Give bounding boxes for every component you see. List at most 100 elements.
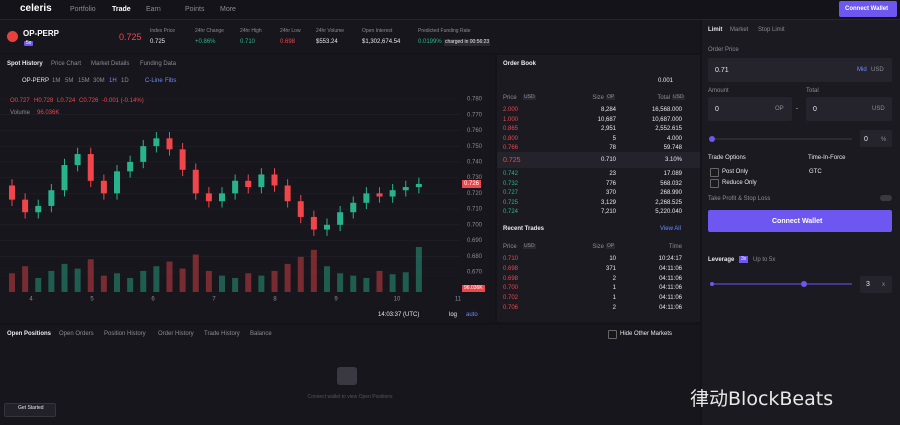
checkbox[interactable] [710, 168, 719, 177]
cell: 5 [612, 135, 616, 142]
ohlc: O0.727 [10, 98, 30, 104]
cell: 2 [612, 305, 616, 311]
column-header: Size [592, 95, 604, 101]
percent-input[interactable] [860, 130, 892, 147]
candle-body [114, 171, 120, 194]
scale-option[interactable]: auto [466, 312, 478, 318]
market-price: 0.725 [119, 32, 142, 42]
scale-option[interactable]: log [449, 312, 458, 318]
connect-wallet[interactable]: Connect Wallet [772, 218, 823, 225]
cell: 10,687 [597, 116, 616, 123]
interval[interactable]: 30M [93, 78, 105, 84]
checkbox[interactable] [608, 330, 617, 339]
volume-bar [153, 266, 160, 292]
spread: 0.710 [600, 157, 616, 163]
volume-bar [297, 256, 304, 292]
leverage-input[interactable] [860, 276, 892, 293]
order-tab[interactable]: Limit [708, 27, 723, 33]
section-title: Recent Trades [503, 226, 545, 232]
cell: 0.725 [503, 199, 519, 206]
candle-body [35, 205, 42, 213]
volume-bar [415, 247, 422, 292]
option[interactable]: Post Only [722, 169, 749, 175]
checkbox[interactable] [710, 179, 719, 188]
ohlc: C0.726 [79, 98, 99, 104]
connect-wallet-button[interactable] [708, 210, 892, 232]
cell: 2,552.615 [655, 126, 682, 133]
order-tab[interactable]: Market [730, 27, 749, 33]
tpsl-label: Take Profit & Stop Loss [708, 196, 771, 202]
cell: 3,129 [600, 199, 616, 206]
chart-tab[interactable]: Price Chart [51, 61, 82, 67]
option[interactable]: Reduce Only [722, 180, 757, 186]
step-select[interactable]: 0.001 [658, 78, 674, 84]
chart-tab[interactable]: Market Details [91, 61, 130, 67]
column-unit: OP [606, 94, 616, 100]
stat-label: Index Price [150, 28, 176, 34]
connect-button-bg[interactable] [839, 1, 897, 17]
candle-body [166, 138, 173, 150]
price-input[interactable] [708, 58, 892, 82]
connect-wallet[interactable]: Connect Wallet [845, 6, 889, 12]
total-input[interactable] [806, 97, 892, 121]
positions-tab[interactable]: Trade History [204, 331, 240, 337]
y-tick-label: 0.710 [467, 207, 483, 213]
interval[interactable]: 15M [78, 78, 90, 84]
view-all[interactable]: View All [660, 226, 681, 232]
cell: 0.710 [503, 256, 519, 262]
stat-value: 0.710 [240, 39, 256, 45]
cell: 5,220.040 [655, 209, 682, 216]
chart-tab[interactable]: Funding Data [140, 61, 177, 67]
spread-row-bg [497, 152, 700, 168]
positions-tab[interactable]: Balance [250, 331, 272, 337]
watermark: 律动BlockBeats [690, 388, 834, 410]
toggle[interactable] [880, 195, 892, 201]
hide-other[interactable]: Hide Other Markets [620, 331, 673, 337]
get-started-button[interactable] [4, 403, 56, 417]
tif-select[interactable]: GTC [809, 169, 822, 175]
amount-input[interactable] [708, 97, 792, 121]
candle-body [87, 154, 94, 181]
nav-item[interactable]: Earn [146, 6, 161, 13]
mid-button[interactable]: Mid [857, 67, 867, 73]
cell: 04:11:06 [659, 275, 682, 282]
positions-tab[interactable]: Order History [158, 331, 194, 337]
candle-body [74, 154, 81, 166]
volume-bar [219, 275, 225, 292]
cell: 7,210 [600, 209, 616, 216]
stat-value: 0.725 [150, 39, 166, 45]
interval[interactable]: 5M [65, 78, 74, 84]
positions-tab[interactable]: Open Orders [59, 331, 94, 337]
chart-symbol: OP-PERP [22, 78, 50, 84]
candle-body [337, 212, 344, 225]
cell: 776 [605, 180, 616, 187]
volume-bar [35, 277, 42, 292]
market-symbol[interactable]: OP-PERP [23, 29, 60, 38]
order-tab[interactable]: Stop Limit [758, 27, 785, 33]
volume-bar [389, 274, 396, 292]
candle-body [179, 149, 186, 170]
funding-note: charged in 00:56:23 [444, 39, 491, 46]
tool[interactable]: Fibs [165, 78, 177, 84]
nav-item[interactable]: More [220, 6, 236, 13]
price-tag: 0.726 [462, 179, 482, 188]
interval[interactable]: 1M [52, 78, 61, 84]
get-started[interactable]: Get Started [18, 405, 44, 411]
unit: USD [872, 106, 885, 112]
positions-tab[interactable]: Position History [104, 331, 146, 337]
column-header: Price [503, 95, 517, 101]
positions-tab[interactable]: Open Positions [7, 331, 52, 337]
nav-item[interactable]: Portfolio [70, 6, 96, 13]
leverage-badge: 3x [739, 256, 749, 263]
nav-item[interactable]: Trade [112, 6, 131, 13]
field-label: Trade Options [708, 155, 746, 161]
interval[interactable]: 1H [109, 78, 117, 84]
field-value: 0.71 [715, 67, 729, 74]
nav-item[interactable]: Points [185, 6, 205, 13]
candle-body [350, 202, 357, 213]
volume-bar [61, 263, 68, 292]
interval[interactable]: 1D [121, 78, 129, 84]
tool[interactable]: C-Line [145, 78, 163, 84]
chart-tab[interactable]: Spot History [7, 61, 43, 67]
